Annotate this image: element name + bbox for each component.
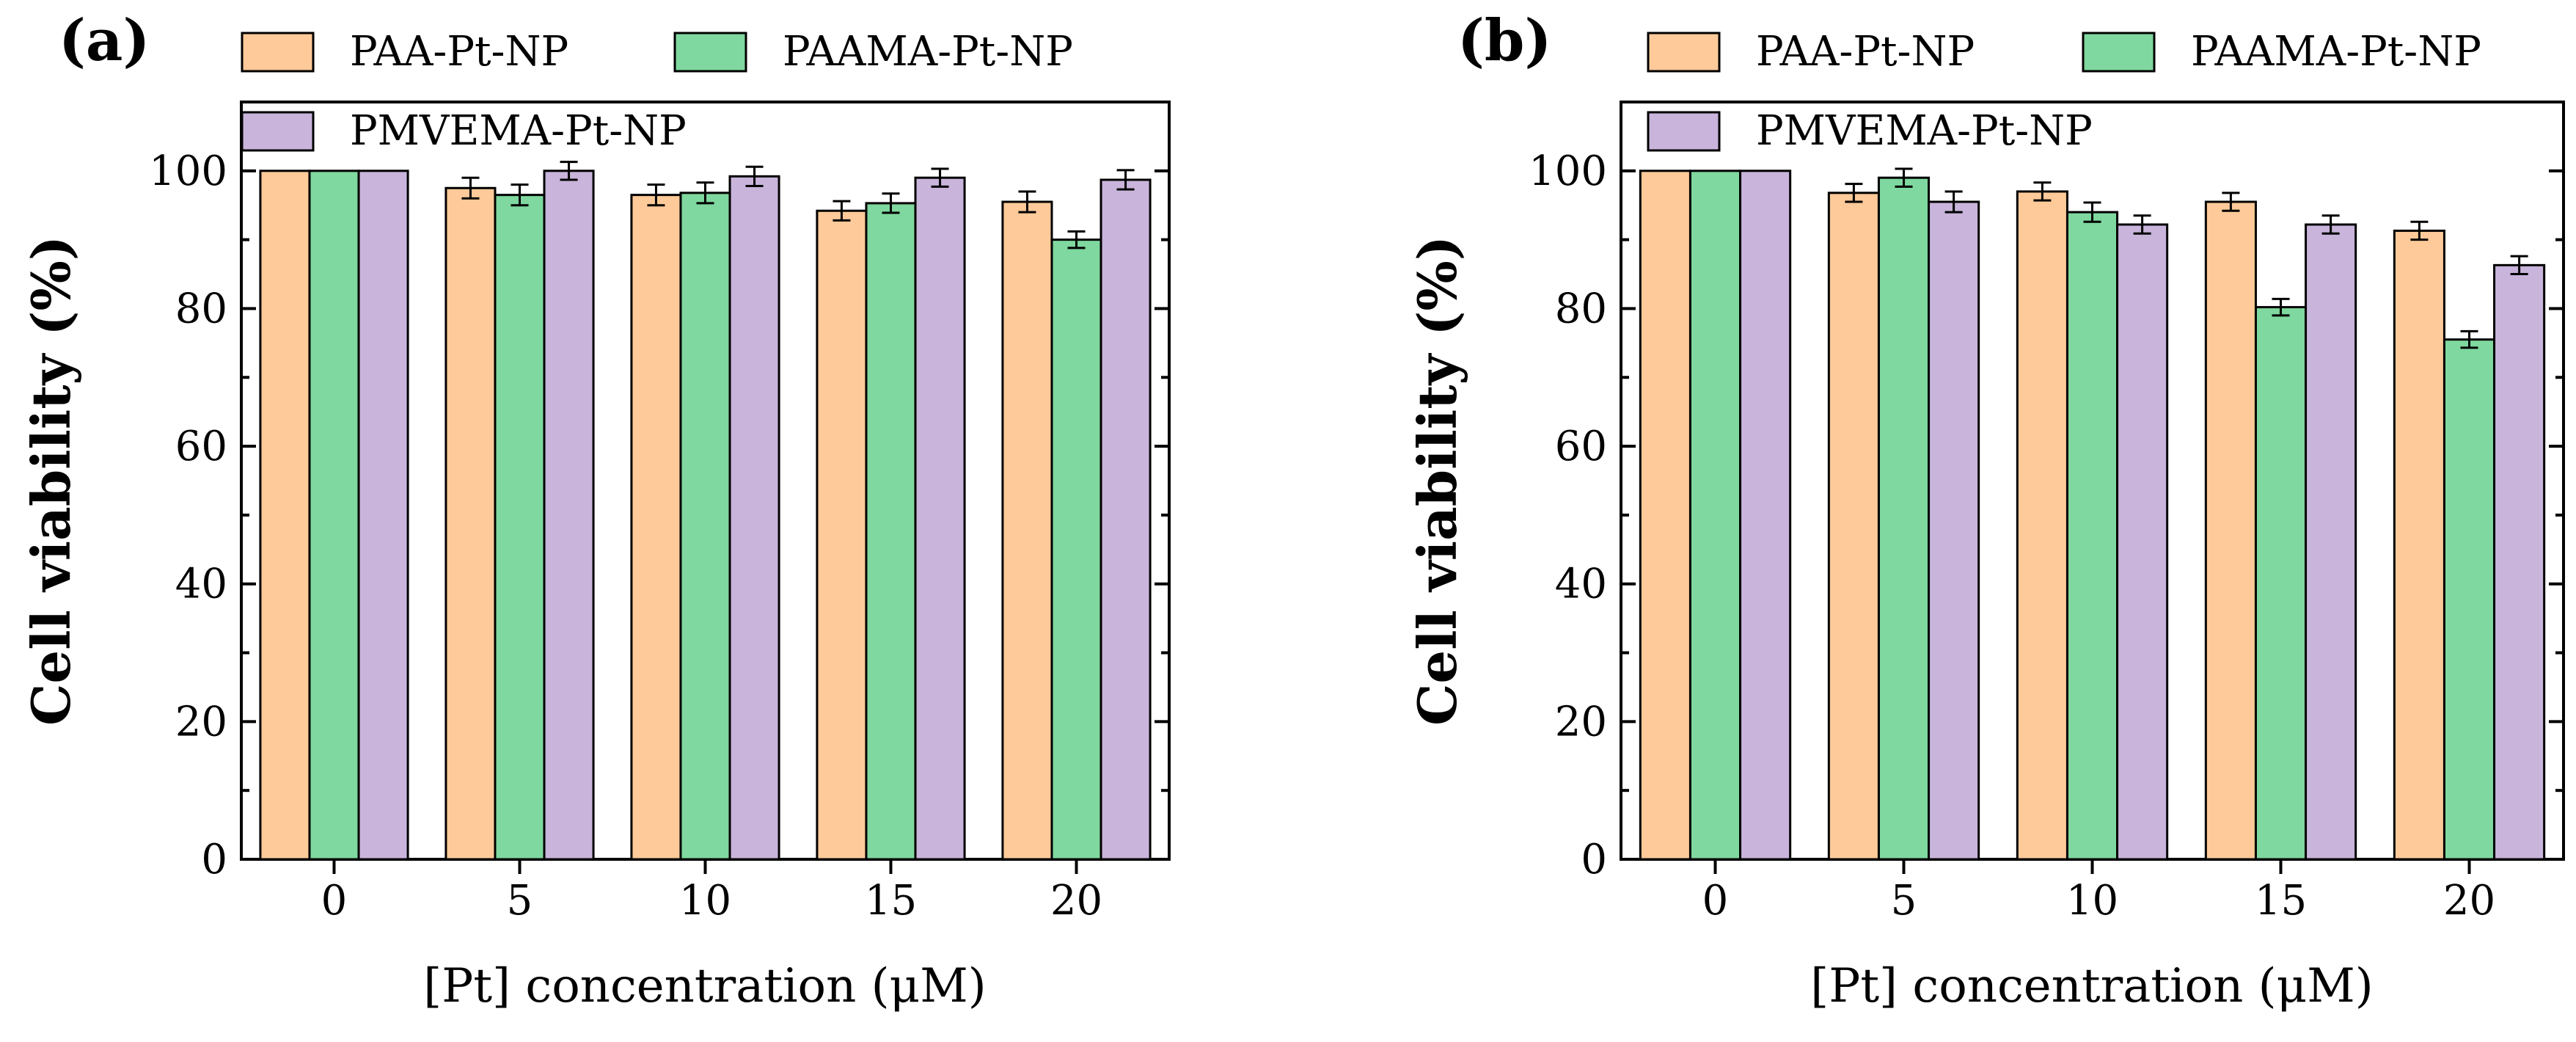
bar [2305,223,2357,861]
legend-label: PMVEMA-Pt-NP [1756,107,2093,155]
y-tick-label: 60 [175,423,227,470]
x-tick-label: 0 [321,877,348,925]
legend-swatch [673,32,747,73]
bar [679,192,731,861]
legend-swatch [1647,32,1721,73]
y-tick-label: 40 [175,561,227,608]
legend-swatch [1647,111,1721,152]
x-tick-label: 20 [1050,877,1102,925]
x-tick-label: 5 [507,877,533,925]
legend-label: PMVEMA-Pt-NP [350,107,687,155]
bar [444,186,497,861]
bar [357,170,409,861]
bar [2204,200,2257,861]
bar [1099,178,1152,861]
y-tick-label: 20 [175,698,227,746]
y-tick-label: 20 [1555,698,1607,746]
bar [1877,176,1931,861]
x-tick-label: 20 [2443,877,2495,925]
y-tick-label: 100 [149,147,227,195]
bar [2443,338,2496,861]
bar [543,170,595,861]
legend-label: PAAMA-Pt-NP [783,28,1073,76]
legend-swatch [2082,32,2156,73]
panel-label: (a) [59,7,150,74]
chart-panel-a: 0 20 40 60 80 100 0 5 10 15 20 (a) Cell viability (%… [20,7,1171,1013]
y-axis-title: Cell viability (%) [20,236,82,726]
x-tick-label: 10 [2066,877,2118,925]
legend-swatch [241,111,315,152]
bar [494,194,546,861]
y-tick-label: 100 [1529,147,1607,195]
x-tick-label: 15 [865,877,917,925]
panel-label: (b) [1457,7,1551,74]
bar [2254,306,2308,861]
chart-panel-b: 0 20 40 60 80 100 0 5 10 15 20 (b) Cell viability (%… [1406,7,2565,1013]
legend-swatch [241,32,315,73]
legend-label: PAAMA-Pt-NP [2191,28,2481,76]
bar [1688,170,1742,861]
bar [2393,229,2445,861]
bar [1001,200,1053,861]
bar [865,202,917,861]
bar [630,194,682,861]
y-tick-label: 0 [1581,836,1607,883]
bar [1827,192,1880,861]
bar [2493,263,2546,861]
bar [308,170,360,861]
bar [914,176,966,861]
x-axis-title: [Pt] concentration (μM) [1810,959,2373,1013]
x-tick-label: 15 [2255,877,2307,925]
x-tick-label: 5 [1891,877,1917,925]
x-tick-label: 0 [1702,877,1729,925]
y-axis-title: Cell viability (%) [1406,236,1468,726]
bar [1739,170,1792,861]
y-tick-label: 80 [175,285,227,332]
y-tick-label: 40 [1555,561,1607,608]
y-tick-label: 80 [1555,285,1607,332]
y-tick-label: 0 [201,836,227,883]
bar [2116,223,2169,861]
x-tick-label: 10 [679,877,731,925]
bar [1050,238,1102,861]
legend-label: PAA-Pt-NP [1756,28,1975,76]
bar [728,175,780,861]
bar [1639,170,1691,861]
bar [816,209,868,861]
x-axis-title: [Pt] concentration (μM) [423,959,986,1013]
bar [2065,211,2119,861]
y-tick-label: 60 [1555,423,1607,470]
bar [1928,200,1980,861]
bar [259,170,311,861]
legend-label: PAA-Pt-NP [350,28,568,76]
bar [2016,190,2068,861]
